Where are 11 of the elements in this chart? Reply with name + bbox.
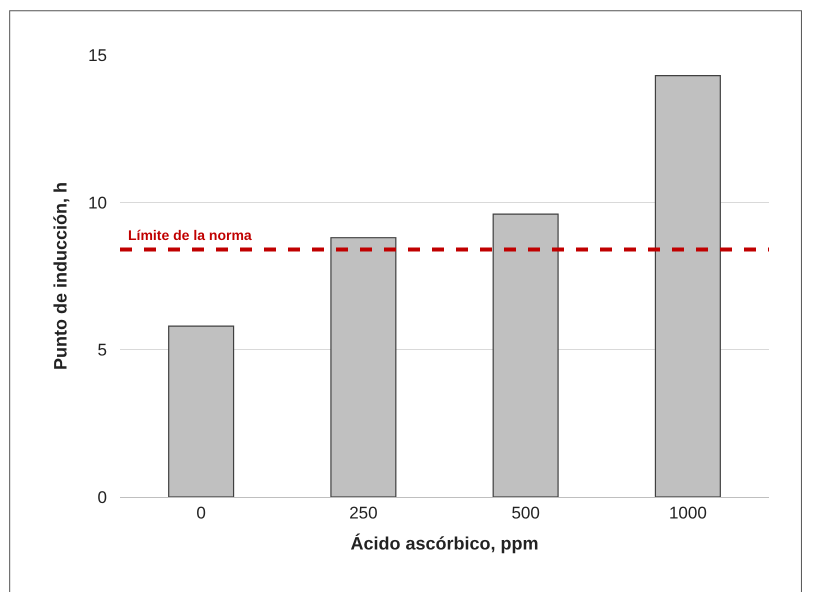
y-tick-label: 0 [98, 488, 107, 507]
x-tick-label: 1000 [668, 503, 707, 522]
y-tick-label: 15 [88, 46, 107, 65]
x-tick-label: 250 [349, 503, 378, 522]
y-tick-label: 5 [98, 340, 107, 360]
y-tick-label: 10 [88, 193, 107, 212]
y-axis-title: Punto de inducción, h [50, 182, 70, 370]
x-axis-title: Ácido ascórbico, ppm [350, 534, 539, 554]
ref-line-label: Límite de la norma [128, 227, 252, 243]
x-tick-label: 500 [511, 503, 540, 522]
x-tick-label: 0 [196, 503, 206, 522]
